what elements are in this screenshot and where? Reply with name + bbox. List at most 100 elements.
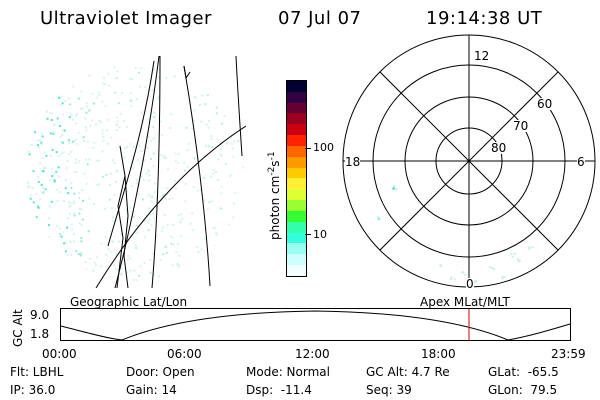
emission-pixel	[150, 200, 153, 203]
emission-pixel	[157, 97, 160, 100]
emission-pixel	[137, 181, 139, 184]
emission-pixel	[43, 151, 46, 154]
emission-pixel	[92, 269, 95, 272]
time-label: 19:14:38 UT	[426, 8, 543, 29]
emission-pixel	[116, 169, 118, 172]
emission-pixel	[139, 67, 142, 70]
emission-pixel	[121, 92, 124, 94]
emission-pixel	[135, 179, 138, 182]
polar-emission-pixel	[489, 266, 491, 269]
emission-pixel	[62, 151, 65, 154]
emission-pixel	[94, 264, 97, 267]
emission-pixel	[132, 279, 135, 281]
emission-pixel	[138, 145, 141, 147]
emission-pixel	[49, 205, 52, 208]
emission-pixel	[41, 186, 44, 189]
emission-pixel	[158, 77, 161, 80]
emission-pixel	[138, 216, 141, 219]
emission-pixel	[147, 170, 150, 173]
emission-pixel	[220, 207, 222, 210]
emission-pixel	[56, 188, 59, 191]
emission-pixel	[177, 214, 180, 217]
emission-pixel	[181, 217, 184, 220]
emission-pixel	[127, 255, 130, 258]
emission-pixel	[94, 261, 97, 264]
emission-pixel	[152, 126, 154, 129]
emission-pixel	[215, 231, 218, 234]
emission-pixel	[142, 198, 144, 201]
emission-pixel	[104, 105, 107, 108]
emission-pixel	[176, 263, 179, 266]
emission-pixel	[152, 274, 155, 277]
emission-pixel	[57, 154, 60, 157]
geographic-image-panel	[26, 56, 246, 288]
polar-emission-pixel	[395, 187, 398, 190]
emission-pixel	[111, 240, 114, 243]
emission-pixel	[140, 175, 143, 178]
emission-pixel	[163, 214, 166, 217]
emission-pixel	[78, 192, 81, 195]
emission-pixel	[148, 218, 151, 221]
emission-pixel	[84, 117, 87, 120]
emission-pixel	[35, 216, 38, 219]
emission-pixel	[96, 256, 98, 259]
emission-pixel	[38, 146, 40, 149]
polar-emission-pixel	[493, 268, 496, 271]
polar-emission-pixel	[491, 267, 494, 269]
polar-emission-dots	[377, 185, 534, 284]
emission-pixel	[124, 178, 127, 181]
emission-pixel	[242, 166, 244, 169]
emission-pixel	[101, 175, 104, 178]
emission-pixel	[74, 162, 77, 165]
polar-emission-pixel	[510, 252, 513, 255]
colorbar-segment	[287, 243, 306, 255]
emission-pixel	[78, 197, 80, 199]
emission-pixel	[160, 154, 163, 156]
mlt-label-18: 18	[345, 155, 361, 169]
emission-pixel	[144, 85, 147, 88]
emission-pixel	[30, 194, 33, 197]
emission-pixel	[215, 106, 218, 109]
emission-pixel	[85, 182, 88, 185]
colorbar	[286, 80, 307, 277]
emission-pixel	[118, 240, 120, 243]
emission-pixel	[48, 224, 50, 226]
emission-pixel	[126, 145, 129, 148]
emission-pixel	[78, 212, 81, 215]
emission-pixel	[101, 100, 104, 103]
emission-pixel	[99, 265, 102, 268]
emission-pixel	[45, 110, 48, 113]
emission-pixel	[135, 279, 138, 281]
emission-pixel	[178, 153, 180, 156]
emission-pixel	[123, 120, 126, 122]
emission-pixel	[170, 242, 173, 245]
emission-pixel	[171, 264, 174, 267]
map-overlay-lines	[95, 56, 246, 288]
emission-pixel	[75, 122, 78, 125]
colorbar-segment	[287, 91, 306, 103]
emission-pixel	[136, 98, 138, 100]
emission-pixel	[129, 77, 132, 80]
emission-pixel	[143, 219, 146, 222]
emission-pixel	[62, 231, 65, 234]
emission-pixel	[66, 226, 69, 229]
emission-pixel	[32, 201, 35, 204]
emission-pixel	[93, 141, 96, 144]
emission-pixel	[64, 187, 67, 190]
emission-pixel	[183, 169, 186, 172]
emission-pixel	[208, 201, 211, 204]
emission-pixel	[185, 126, 188, 129]
emission-pixel	[126, 258, 129, 261]
emission-pixel	[161, 134, 164, 137]
emission-pixel	[117, 102, 120, 105]
emission-pixel	[172, 243, 175, 246]
emission-pixel	[59, 135, 62, 138]
emission-pixel	[154, 182, 157, 185]
emission-pixel	[36, 205, 39, 208]
emission-pixel	[59, 227, 62, 230]
emission-pixel	[128, 206, 131, 209]
emission-pixel	[85, 268, 88, 271]
emission-pixel	[118, 126, 121, 129]
emission-pixel	[174, 187, 177, 190]
emission-pixel	[150, 224, 153, 227]
